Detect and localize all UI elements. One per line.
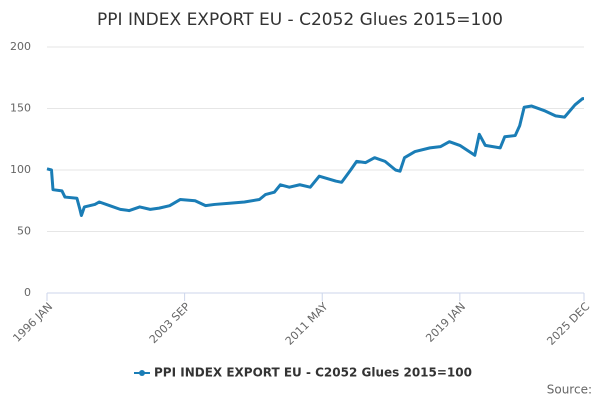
y-tick-label: 150 [10, 102, 31, 115]
x-tick-label: 1996 JAN [10, 300, 55, 345]
legend-label: PPI INDEX EXPORT EU - C2052 Glues 2015=1… [154, 366, 472, 380]
x-tick-label: 2011 MAY [283, 300, 331, 348]
y-tick-label: 200 [10, 40, 31, 53]
x-tick-label: 2003 SEP [147, 300, 193, 346]
chart-title: PPI INDEX EXPORT EU - C2052 Glues 2015=1… [97, 10, 503, 30]
x-tick-label: 2019 JAN [423, 300, 468, 345]
y-tick-label: 50 [17, 225, 31, 238]
y-tick-label: 0 [24, 286, 31, 299]
x-tick-label: 2025 DEC [544, 300, 592, 348]
legend-marker [139, 370, 145, 376]
y-tick-label: 100 [10, 163, 31, 176]
line [46, 97, 585, 218]
source: Source: [547, 383, 592, 397]
